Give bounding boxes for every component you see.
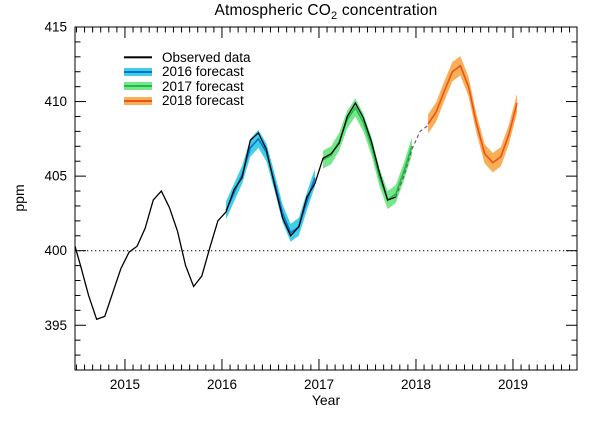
y-axis-ticks xyxy=(75,26,577,371)
y-tick-label-410: 410 xyxy=(44,94,67,109)
chart-title: Atmospheric CO2 concentration xyxy=(75,2,577,22)
x-tick-label-2019: 2019 xyxy=(498,377,528,392)
y-tick-label-400: 400 xyxy=(44,243,67,258)
x-tick-label-2017: 2017 xyxy=(304,377,334,392)
series-observed-data xyxy=(74,101,397,321)
chart-title-subscript: 2 xyxy=(331,10,338,23)
series-2018-forecast xyxy=(427,56,518,173)
legend-swatch-2018-forecast xyxy=(124,97,152,106)
legend-item-2017-forecast: 2017 forecast xyxy=(124,79,251,94)
x-axis-label: Year xyxy=(311,392,341,408)
x-tick-label-2015: 2015 xyxy=(110,377,140,392)
x-axis-tick-labels: 2015 2016 2017 2018 2019 xyxy=(110,377,528,392)
chart-title-suffix: concentration xyxy=(337,2,438,19)
y-tick-label-395: 395 xyxy=(44,318,67,333)
axes-box xyxy=(74,26,578,371)
legend-item-2018-forecast: 2018 forecast xyxy=(124,94,251,109)
legend-label-2016-forecast: 2016 forecast xyxy=(162,64,244,80)
x-tick-label-2016: 2016 xyxy=(207,377,237,392)
legend-label-2018-forecast: 2018 forecast xyxy=(162,93,244,109)
x-axis-ticks xyxy=(75,27,571,370)
legend-line-glyph xyxy=(124,56,152,58)
legend-item-2016-forecast: 2016 forecast xyxy=(124,65,251,80)
series-observed-data-preliminary-dashed- xyxy=(395,124,429,198)
legend-item-observed-data: Observed data xyxy=(124,50,251,65)
y-tick-label-405: 405 xyxy=(44,169,67,184)
legend: Observed data 2016 forecast 2017 forecas… xyxy=(124,50,251,108)
legend-swatch-2017-forecast xyxy=(124,82,152,91)
series-2016-forecast xyxy=(225,129,316,242)
y-axis-label: ppm xyxy=(11,184,27,212)
legend-band-center-line xyxy=(124,70,152,73)
y-tick-label-415: 415 xyxy=(44,20,67,35)
series-2017-forecast xyxy=(322,98,413,209)
legend-label-2017-forecast: 2017 forecast xyxy=(162,78,244,94)
legend-band-center-line xyxy=(124,85,152,88)
legend-label-observed-data: Observed data xyxy=(162,49,251,65)
y-axis-tick-labels: 395 400 405 410 415 xyxy=(44,20,67,333)
legend-swatch-observed-data xyxy=(124,53,152,61)
chart-title-prefix: Atmospheric CO xyxy=(214,2,331,19)
legend-band-center-line xyxy=(124,100,152,103)
legend-swatch-2016-forecast xyxy=(124,67,152,76)
x-tick-label-2018: 2018 xyxy=(401,377,431,392)
